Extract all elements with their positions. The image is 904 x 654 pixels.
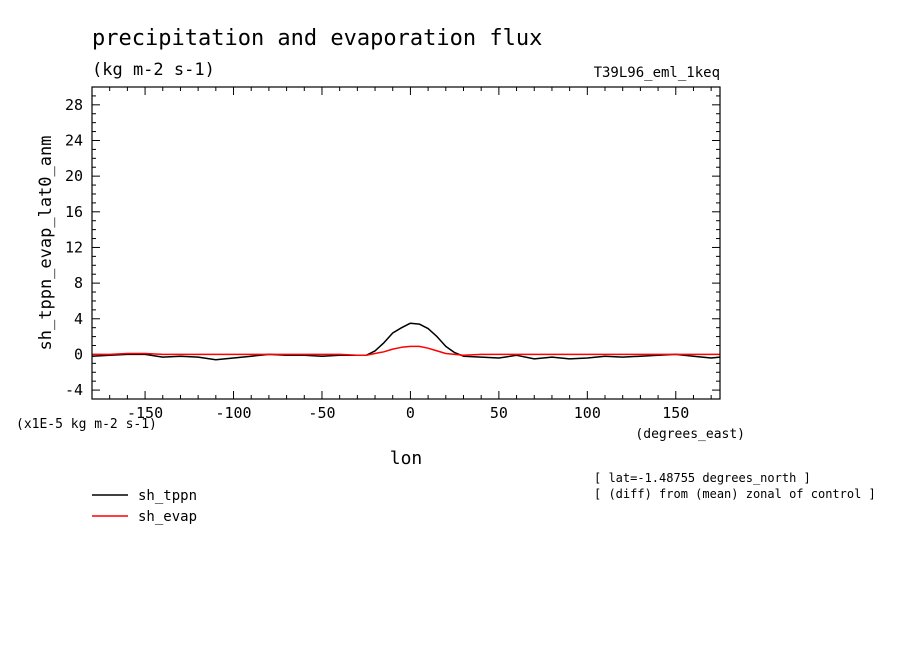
axis-ticks xyxy=(92,87,720,399)
chart-units: (kg m-2 s-1) xyxy=(92,60,215,80)
series-line-sh-evap xyxy=(92,345,720,357)
y-tick-label: 28 xyxy=(65,96,83,114)
y-tick-label: 24 xyxy=(65,131,83,149)
plot-frame xyxy=(91,86,721,400)
x-tick-label: 150 xyxy=(662,404,689,422)
run-label: T39L96_eml_1keq xyxy=(594,65,720,81)
legend-label-sh-tppn: sh_tppn xyxy=(138,488,197,504)
y-tick-label: 12 xyxy=(65,238,83,256)
x-tick-labels: -150 -100 -50 0 50 100 150 xyxy=(127,404,689,422)
y-axis-label: sh_tppn_evap_lat0_anm xyxy=(36,136,56,351)
y-tick-label: 20 xyxy=(65,167,83,185)
series-lines xyxy=(91,322,721,361)
note-diff: [ (diff) from (mean) zonal of control ] xyxy=(594,487,876,501)
y-tick-label: 8 xyxy=(74,274,83,292)
y-tick-label: 0 xyxy=(74,345,83,363)
legend: sh_tppn sh_evap xyxy=(92,488,197,525)
x-tick-label: -50 xyxy=(308,404,335,422)
x-tick-label: -100 xyxy=(215,404,251,422)
x-tick-label: 100 xyxy=(574,404,601,422)
x-tick-label: 50 xyxy=(490,404,508,422)
y-tick-label: 16 xyxy=(65,203,83,221)
x-axis-label: lon xyxy=(390,448,423,469)
y-tick-label: -4 xyxy=(65,381,83,399)
legend-label-sh-evap: sh_evap xyxy=(138,509,197,525)
y-tick-labels: -4 0 4 8 12 16 20 24 28 xyxy=(65,96,83,399)
note-latitude: [ lat=-1.48755 degrees_north ] xyxy=(594,471,811,485)
y-tick-label: 4 xyxy=(74,310,83,328)
series-line-sh-tppn xyxy=(91,322,721,361)
chart-title: precipitation and evaporation flux xyxy=(92,26,542,51)
x-tick-label: -150 xyxy=(127,404,163,422)
x-units-label: (degrees_east) xyxy=(635,427,745,442)
y-scale-note: (x1E-5 kg m-2 s-1) xyxy=(16,417,157,432)
x-tick-label: 0 xyxy=(406,404,415,422)
